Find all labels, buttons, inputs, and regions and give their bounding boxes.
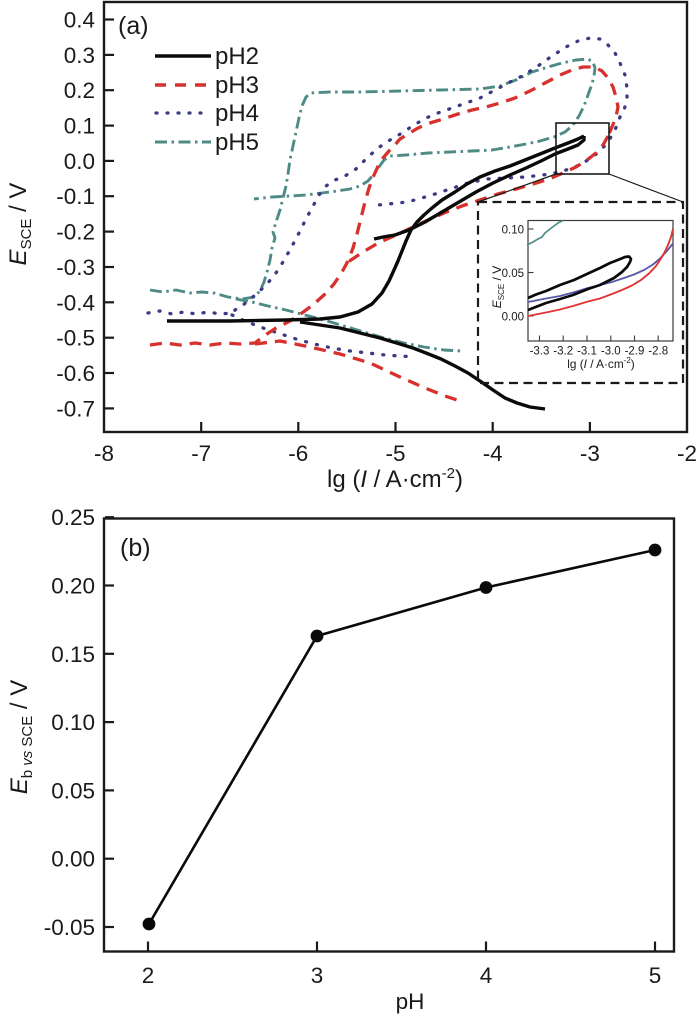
svg-text:Eb vs SCE / V: Eb vs SCE / V [6, 680, 36, 795]
svg-text:0.2: 0.2 [64, 78, 95, 103]
svg-text:-2.8: -2.8 [648, 346, 668, 358]
svg-text:-0.2: -0.2 [56, 220, 95, 245]
svg-text:0.4: 0.4 [64, 8, 95, 33]
svg-text:3: 3 [311, 963, 324, 988]
svg-text:pH5: pH5 [215, 129, 259, 156]
svg-text:-0.1: -0.1 [56, 184, 95, 209]
svg-text:0.00: 0.00 [502, 312, 524, 324]
svg-text:pH4: pH4 [215, 100, 259, 127]
svg-text:-0.4: -0.4 [56, 290, 95, 315]
svg-text:ESCE / V: ESCE / V [490, 266, 506, 308]
svg-text:0.0: 0.0 [64, 149, 95, 174]
svg-text:-0.05: -0.05 [44, 915, 95, 940]
svg-text:0.05: 0.05 [51, 778, 95, 803]
svg-text:-0.3: -0.3 [56, 255, 95, 280]
svg-text:-0.7: -0.7 [56, 396, 95, 421]
svg-text:0.20: 0.20 [51, 574, 95, 599]
svg-text:-2.9: -2.9 [625, 346, 645, 358]
svg-text:-3.1: -3.1 [577, 346, 597, 358]
svg-text:lg (I / A·cm-2): lg (I / A·cm-2) [567, 356, 635, 371]
svg-text:ESCE / V: ESCE / V [5, 183, 35, 266]
svg-text:0.10: 0.10 [51, 710, 95, 735]
svg-text:0.10: 0.10 [502, 225, 524, 237]
svg-text:-3: -3 [580, 441, 600, 466]
svg-text:-3.3: -3.3 [530, 346, 550, 358]
svg-text:-3.0: -3.0 [601, 346, 621, 358]
svg-text:-3.2: -3.2 [553, 346, 573, 358]
svg-text:(b): (b) [120, 534, 151, 562]
svg-text:0.25: 0.25 [51, 505, 95, 530]
svg-text:-4: -4 [483, 441, 503, 466]
svg-text:lg (I / A·cm-2): lg (I / A·cm-2) [327, 465, 463, 493]
svg-text:-5: -5 [385, 441, 405, 466]
svg-text:pH3: pH3 [215, 72, 259, 99]
svg-text:4: 4 [480, 963, 493, 988]
svg-text:0.05: 0.05 [502, 268, 524, 280]
svg-text:5: 5 [649, 963, 662, 988]
svg-text:-0.5: -0.5 [56, 326, 95, 351]
svg-text:2: 2 [142, 963, 155, 988]
svg-text:pH2: pH2 [215, 43, 259, 70]
svg-text:pH: pH [396, 989, 425, 1014]
svg-text:-6: -6 [288, 441, 308, 466]
svg-text:0.00: 0.00 [51, 847, 95, 872]
svg-text:-7: -7 [191, 441, 211, 466]
svg-text:0.3: 0.3 [64, 43, 95, 68]
svg-text:0.1: 0.1 [64, 114, 95, 139]
svg-text:-8: -8 [94, 441, 114, 466]
svg-text:-2: -2 [677, 441, 697, 466]
svg-text:0.15: 0.15 [51, 642, 95, 667]
svg-text:(a): (a) [118, 12, 149, 40]
svg-text:-0.6: -0.6 [56, 361, 95, 386]
